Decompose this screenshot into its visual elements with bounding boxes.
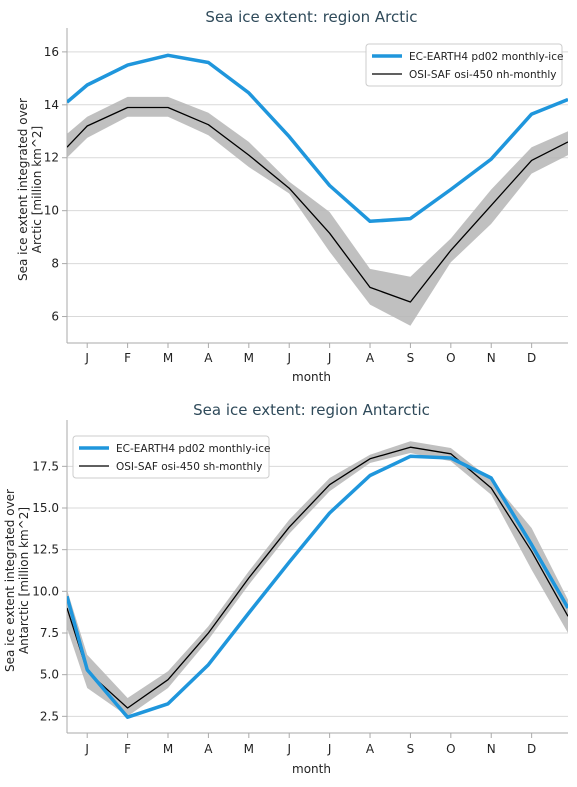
legend-box bbox=[365, 43, 563, 87]
arctic-chart: 6 8 10 12 14 16 J F M A M J J A S O N D Sea ice extent: re… bbox=[16, 8, 568, 384]
antarctic-chart: 2.5 5.0 7.5 10.0 12.5 15.0 17.5 J F M A M J J A S O N D Sea… bbox=[3, 401, 568, 776]
x-tick-label: J bbox=[286, 742, 291, 756]
x-tick-label: D bbox=[527, 742, 536, 756]
x-tick-label: J bbox=[286, 351, 291, 365]
legend-label: OSI-SAF osi-450 sh-monthly bbox=[116, 461, 262, 473]
x-tick-label: J bbox=[327, 351, 332, 365]
y-axis-label: Sea ice extent integrated overAntarctic … bbox=[3, 489, 31, 672]
y-tick-label: 7.5 bbox=[40, 626, 59, 640]
osi-saf-series-line bbox=[67, 446, 568, 709]
x-tick-label: J bbox=[84, 351, 89, 365]
legend: EC-EARTH4 pd02 monthly-ice OSI-SAF osi-45… bbox=[365, 43, 563, 87]
x-axis-label: month bbox=[292, 370, 331, 384]
ec-earth4-series-line bbox=[67, 454, 568, 719]
legend-label: EC-EARTH4 pd02 monthly-ice bbox=[409, 51, 563, 63]
series-group bbox=[67, 441, 568, 719]
x-tick-label: N bbox=[487, 742, 496, 756]
x-axis-label: month bbox=[292, 762, 331, 776]
y-tick-label: 10 bbox=[44, 204, 59, 218]
y-tick-label: 2.5 bbox=[40, 709, 59, 723]
y-tick-label: 14 bbox=[44, 98, 59, 112]
y-tick-label: 15.0 bbox=[32, 501, 59, 515]
x-tick-label: N bbox=[487, 351, 496, 365]
y-axis-label-line: Arctic [million km^2] bbox=[30, 126, 44, 253]
y-tick-label: 8 bbox=[51, 257, 59, 271]
x-tick-label: O bbox=[446, 351, 455, 365]
y-axis-label: Sea ice extent integrated overArctic [mi… bbox=[16, 98, 44, 281]
y-axis-label-line: Sea ice extent integrated over bbox=[16, 98, 30, 281]
y-tick-label: 12 bbox=[44, 151, 59, 165]
y-axis-label-line: Sea ice extent integrated over bbox=[3, 489, 17, 672]
x-tick-label: A bbox=[366, 351, 375, 365]
x-tick-label: M bbox=[244, 742, 254, 756]
y-tick-label: 6 bbox=[51, 310, 59, 324]
y-tick-label: 16 bbox=[44, 45, 59, 59]
x-tick-label: M bbox=[163, 351, 173, 365]
x-tick-label: F bbox=[124, 351, 131, 365]
osi-saf-uncertainty-band bbox=[67, 96, 568, 326]
legend: EC-EARTH4 pd02 monthly-ice OSI-SAF osi-45… bbox=[72, 435, 270, 479]
x-tick-label: J bbox=[327, 742, 332, 756]
y-tick-label: 17.5 bbox=[32, 459, 59, 473]
x-tick-label: M bbox=[244, 351, 254, 365]
y-axis-label-line: Antarctic [million km^2] bbox=[17, 507, 31, 654]
x-tick-label: A bbox=[366, 742, 375, 756]
osi-saf-series-line bbox=[67, 106, 568, 303]
y-tick-label: 12.5 bbox=[32, 543, 59, 557]
series-group bbox=[67, 53, 568, 326]
legend-label: OSI-SAF osi-450 nh-monthly bbox=[409, 69, 557, 81]
x-tick-label: A bbox=[204, 742, 213, 756]
x-tick-label: D bbox=[527, 351, 536, 365]
y-tick-label: 10.0 bbox=[32, 584, 59, 598]
x-tick-label: S bbox=[407, 742, 415, 756]
x-tick-label: A bbox=[204, 351, 213, 365]
legend-box bbox=[72, 435, 270, 479]
x-tick-label: O bbox=[446, 742, 455, 756]
chart-title: Sea ice extent: region Antarctic bbox=[193, 401, 430, 419]
x-tick-label: M bbox=[163, 742, 173, 756]
x-tick-label: J bbox=[84, 742, 89, 756]
chart-title: Sea ice extent: region Arctic bbox=[205, 8, 417, 26]
x-tick-label: S bbox=[407, 351, 415, 365]
osi-saf-uncertainty-band bbox=[67, 441, 568, 717]
y-tick-label: 5.0 bbox=[40, 668, 59, 682]
ec-earth4-series-line bbox=[67, 53, 568, 224]
legend-label: EC-EARTH4 pd02 monthly-ice bbox=[116, 443, 270, 455]
x-tick-label: F bbox=[124, 742, 131, 756]
